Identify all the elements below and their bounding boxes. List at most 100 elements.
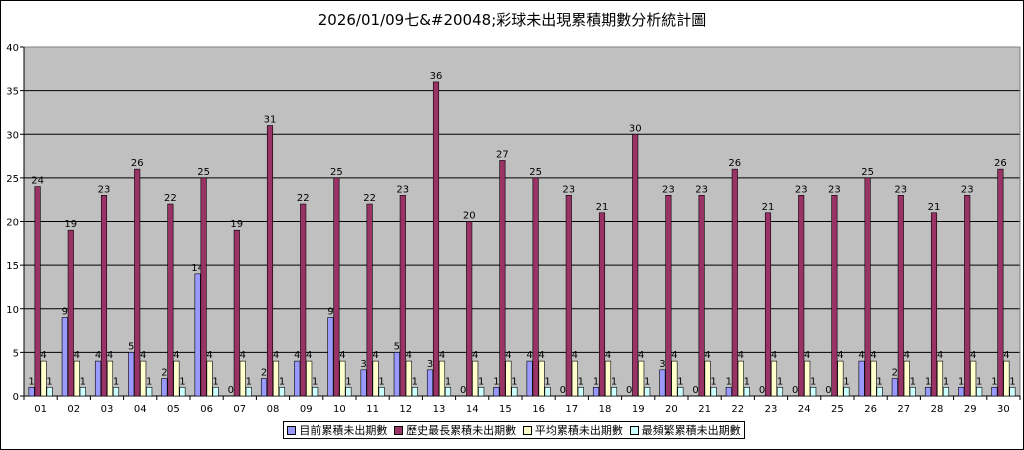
legend-label: 平均累積未出期數 bbox=[534, 424, 623, 437]
y-tick-label: 0 bbox=[13, 392, 19, 403]
bar bbox=[366, 203, 373, 397]
data-label: 36 bbox=[430, 71, 443, 82]
data-label: 0 bbox=[759, 385, 765, 396]
data-label: 4 bbox=[240, 350, 246, 361]
data-label: 27 bbox=[496, 149, 509, 160]
bar bbox=[677, 386, 684, 397]
data-label: 1 bbox=[378, 376, 384, 387]
data-label: 1 bbox=[644, 376, 650, 387]
bar bbox=[532, 177, 539, 397]
bar bbox=[897, 195, 904, 397]
data-label: 1 bbox=[991, 376, 997, 387]
bar bbox=[206, 360, 213, 397]
data-label: 4 bbox=[771, 350, 777, 361]
x-tick-label: 02 bbox=[67, 404, 80, 415]
data-label: 1 bbox=[843, 376, 849, 387]
x-tick-label: 01 bbox=[34, 404, 47, 415]
data-label: 4 bbox=[904, 350, 910, 361]
chart-legend: 目前累積未出期數 歷史最長累積未出期數 平均累積未出期數 最頻繁累積未出期數 bbox=[283, 421, 745, 439]
bar bbox=[526, 360, 533, 397]
data-label: 1 bbox=[246, 376, 252, 387]
bar bbox=[958, 386, 965, 397]
legend-item: 目前累積未出期數 bbox=[287, 422, 387, 438]
data-label: 1 bbox=[179, 376, 185, 387]
legend-swatch bbox=[394, 425, 404, 435]
data-label: 1 bbox=[710, 376, 716, 387]
data-label: 1 bbox=[312, 376, 318, 387]
x-tick-label: 30 bbox=[997, 404, 1010, 415]
bar bbox=[610, 386, 618, 397]
data-label: 4 bbox=[704, 350, 710, 361]
data-label: 3 bbox=[659, 359, 665, 370]
data-label: 20 bbox=[463, 211, 476, 222]
bar bbox=[810, 386, 817, 397]
data-label: 26 bbox=[131, 158, 144, 169]
bar bbox=[804, 360, 811, 397]
y-tick-label: 25 bbox=[6, 174, 19, 185]
data-label: 4 bbox=[870, 350, 876, 361]
bar bbox=[245, 386, 252, 397]
x-tick-label: 18 bbox=[599, 404, 612, 415]
x-tick-label: 13 bbox=[433, 404, 446, 415]
data-label: 4 bbox=[837, 350, 843, 361]
data-label: 26 bbox=[994, 158, 1007, 169]
bar bbox=[924, 386, 932, 397]
bar bbox=[34, 186, 41, 397]
data-label: 22 bbox=[297, 193, 310, 204]
data-label: 1 bbox=[677, 376, 683, 387]
data-label: 1 bbox=[445, 376, 451, 387]
data-label: 4 bbox=[671, 350, 677, 361]
bar bbox=[499, 160, 506, 397]
data-label: 0 bbox=[626, 385, 632, 396]
data-label: 23 bbox=[396, 184, 409, 195]
bar bbox=[411, 386, 418, 397]
bar bbox=[194, 273, 201, 397]
bar bbox=[976, 386, 983, 397]
data-label: 1 bbox=[212, 376, 218, 387]
data-label: 23 bbox=[795, 184, 808, 195]
data-label: 4 bbox=[505, 350, 511, 361]
data-label: 26 bbox=[728, 158, 741, 169]
bar bbox=[438, 360, 446, 397]
bar bbox=[743, 386, 750, 397]
bar bbox=[294, 360, 301, 397]
bar bbox=[698, 195, 705, 397]
bar bbox=[128, 352, 135, 397]
data-label: 1 bbox=[910, 376, 916, 387]
bar bbox=[146, 386, 153, 397]
legend-swatch bbox=[629, 425, 639, 435]
bar bbox=[239, 360, 246, 397]
data-label: 4 bbox=[472, 350, 478, 361]
data-label: 23 bbox=[961, 184, 974, 195]
bar bbox=[644, 386, 651, 397]
data-label: 21 bbox=[596, 202, 609, 213]
bar bbox=[478, 386, 485, 397]
y-tick-label: 15 bbox=[6, 261, 19, 272]
data-label: 4 bbox=[140, 350, 146, 361]
data-label: 1 bbox=[593, 376, 599, 387]
bar bbox=[73, 360, 80, 397]
x-tick-label: 11 bbox=[366, 404, 379, 415]
data-label: 23 bbox=[662, 184, 675, 195]
bar bbox=[94, 360, 102, 397]
data-label: 4 bbox=[95, 350, 101, 361]
bar bbox=[858, 360, 865, 397]
bar bbox=[112, 386, 120, 397]
legend-label: 最頻繁累積未出期數 bbox=[641, 424, 741, 437]
bar bbox=[598, 212, 606, 397]
data-label: 22 bbox=[363, 193, 376, 204]
data-label: 31 bbox=[264, 115, 277, 126]
data-label: 25 bbox=[529, 167, 542, 178]
x-tick-label: 17 bbox=[565, 404, 578, 415]
data-label: 4 bbox=[526, 350, 532, 361]
bar bbox=[272, 360, 280, 397]
bar bbox=[399, 195, 406, 397]
x-tick-label: 29 bbox=[964, 404, 977, 415]
data-label: 1 bbox=[493, 376, 499, 387]
data-label: 4 bbox=[538, 350, 544, 361]
data-label: 1 bbox=[943, 376, 949, 387]
bar bbox=[405, 360, 412, 397]
bar bbox=[997, 168, 1004, 397]
data-label: 25 bbox=[197, 167, 210, 178]
x-tick-label: 20 bbox=[665, 404, 678, 415]
